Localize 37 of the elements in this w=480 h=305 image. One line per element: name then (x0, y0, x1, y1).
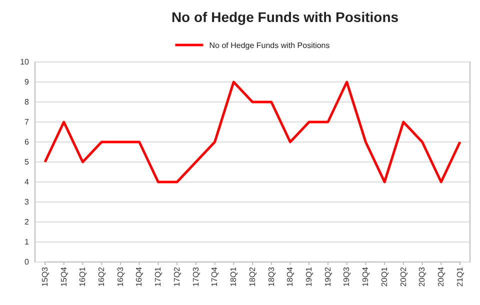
x-tick-label: 20Q1 (380, 266, 389, 287)
x-tick-label: 18Q2 (248, 266, 257, 287)
x-tick-label: 18Q4 (286, 266, 295, 287)
x-tick-label: 15Q4 (59, 266, 68, 287)
x-tick-label: 16Q3 (116, 266, 125, 287)
legend-label: No of Hedge Funds with Positions (209, 41, 330, 50)
x-tick-label: 16Q2 (96, 266, 106, 287)
x-tick-label: 19Q1 (304, 266, 314, 287)
x-tick-label: 18Q3 (266, 266, 276, 287)
x-tick-label: 16Q1 (78, 266, 88, 287)
x-tick-label: 20Q2 (398, 266, 408, 287)
x-tick-label: 18Q1 (229, 266, 238, 287)
y-tick-label: 0 (24, 258, 30, 267)
x-tick-label: 20Q3 (418, 266, 427, 287)
y-tick-label: 7 (24, 118, 30, 127)
x-tick-label: 21Q1 (455, 266, 464, 287)
y-tick-label: 10 (20, 58, 30, 67)
x-tick-label: 15Q3 (40, 266, 50, 287)
x-tick-label: 19Q2 (323, 266, 332, 287)
x-tick-label: 17Q4 (210, 266, 220, 287)
x-tick-label: 19Q4 (361, 266, 370, 287)
y-tick-label: 3 (24, 198, 30, 207)
y-tick-label: 6 (24, 138, 30, 147)
y-tick-label: 1 (24, 238, 30, 247)
y-tick-label: 4 (24, 178, 30, 187)
line-series (44, 80, 462, 184)
chart-title: No of Hedge Funds with Positions (171, 9, 399, 25)
x-tick-label: 17Q2 (172, 266, 182, 287)
y-tick-label: 2 (24, 218, 30, 227)
x-tick-label: 17Q1 (154, 266, 163, 287)
y-tick-label: 8 (24, 98, 30, 107)
x-tick-label: 16Q4 (134, 266, 144, 287)
x-tick-label: 19Q3 (342, 266, 352, 287)
y-tick-label: 9 (24, 78, 30, 87)
y-tick-label: 5 (24, 158, 30, 167)
x-tick-label: 17Q3 (191, 266, 200, 287)
x-tick-label: 20Q4 (436, 266, 446, 287)
